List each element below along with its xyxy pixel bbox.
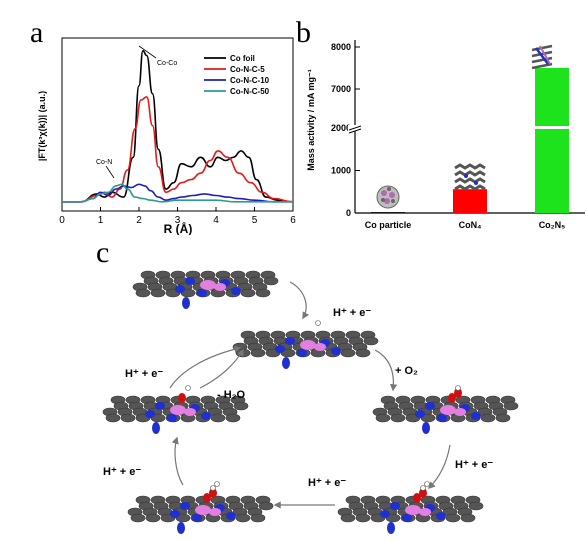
label-step1: H⁺ + e⁻: [333, 307, 371, 319]
y-tick-label: 2000: [331, 123, 351, 133]
label-step5: H⁺ + e⁻: [103, 466, 141, 478]
y-tick-label: 8000: [331, 42, 351, 52]
arrow-step1: [289, 281, 310, 320]
bar: [371, 212, 405, 213]
y-tick-label: 1000: [331, 166, 351, 176]
panel-c-letter: c: [96, 236, 110, 269]
molecule-3: [372, 385, 519, 434]
molecule-2: [232, 320, 379, 369]
x-tick-label: 6: [290, 215, 296, 226]
label-water: - H₂O: [217, 389, 246, 401]
bar: [535, 68, 569, 213]
chart-b: 0 1000 2000 7000 8000 Co particle CoN₄ Co₂N₅ M…: [306, 40, 585, 230]
series-line-3: [62, 183, 293, 203]
x-category-label: Co particle: [365, 220, 412, 230]
molecules: [102, 270, 519, 534]
bar: [453, 189, 487, 213]
y-axis-label: Mass activity / mA mg⁻¹: [306, 69, 316, 170]
x-category-label: Co₂N₅: [539, 220, 566, 230]
arrow-step3: [427, 444, 451, 490]
label-step2: + O₂: [395, 365, 418, 377]
x-tick-label: 5: [252, 215, 258, 226]
panel-b-letter: b: [296, 16, 311, 49]
annotation-co-co: Co-Co: [138, 45, 177, 67]
molecule-6: [337, 481, 484, 534]
y-tick-label: 7000: [331, 84, 351, 94]
x-tick-label: 1: [98, 215, 104, 226]
legend-label: Co-N-C-5: [230, 65, 265, 74]
x-tick-label: 2: [136, 215, 142, 226]
series-group: [62, 49, 294, 203]
y-axis-label: |FT(k³χ(k))| (a.u.): [37, 91, 47, 161]
bars-group: [371, 68, 569, 213]
co2n5-illustration: [531, 44, 553, 70]
svg-text:Co-N: Co-N: [96, 159, 112, 166]
legend-label: Co-N-C-10: [230, 76, 270, 85]
bar-break-gap: [535, 126, 569, 129]
arrow-step6: [169, 345, 242, 389]
series-line-2: [62, 183, 293, 203]
x-tick-label: 4: [213, 215, 219, 226]
molecule-5: [127, 481, 274, 534]
label-step4: H⁺ + e⁻: [308, 477, 346, 489]
legend-label: Co foil: [230, 54, 255, 63]
legend-label: Co-N-C-50: [230, 87, 270, 96]
svg-text:Co-Co: Co-Co: [157, 60, 177, 67]
x-axis-label: R (Å): [164, 221, 193, 235]
x-tick-label: 3: [175, 215, 181, 226]
arrow-step5: [171, 436, 184, 486]
label-step3: H⁺ + e⁻: [455, 459, 493, 471]
y-tick-label: 0: [346, 208, 351, 218]
legend: Co foil Co-N-C-5 Co-N-C-10 Co-N-C-50: [204, 54, 270, 96]
molecule-1: [132, 270, 279, 309]
co-particle-illustration: [376, 185, 400, 209]
con4-illustration: [454, 163, 486, 191]
panel-a-letter: a: [30, 16, 44, 49]
mechanism-diagram: H⁺ + e⁻ + O₂ H⁺ + e⁻ H⁺ + e⁻ H⁺ + e⁻ H⁺ …: [102, 270, 519, 534]
molecule-4: [102, 385, 249, 434]
arrow-water: [199, 348, 244, 389]
annotation-co-n: Co-N: [96, 159, 115, 179]
x-category-label: CoN₄: [459, 220, 482, 230]
chart-a: 0 1 2 3 4 5 6 R (Å) |FT(k³χ(k))| (a.u.) Co foi…: [37, 37, 296, 235]
label-step6: H⁺ + e⁻: [125, 368, 163, 380]
arrow-step2: [374, 349, 398, 392]
x-labels: Co particle CoN₄ Co₂N₅: [365, 220, 566, 230]
series-line-1: [62, 96, 294, 203]
axis-break: [348, 125, 362, 134]
x-tick-label: 0: [59, 215, 65, 226]
x-ticks: 0 1 2 3 4 5 6: [59, 207, 296, 226]
